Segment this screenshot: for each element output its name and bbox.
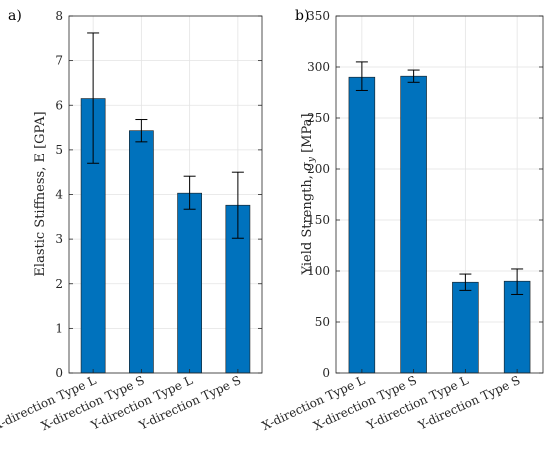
y-tick-label: 0 xyxy=(322,366,330,380)
y-tick-label: 100 xyxy=(307,264,330,278)
panel-b-ylabel-symbol: σ xyxy=(300,161,315,171)
bar-b-1 xyxy=(400,75,427,374)
y-tick-label: 7 xyxy=(55,54,63,68)
panel-b-ylabel-prefix: Yield Strength, xyxy=(300,171,315,275)
panel-a-label: a) xyxy=(8,8,22,24)
bar-a-1 xyxy=(129,130,154,374)
y-tick-label: 300 xyxy=(307,60,330,74)
y-tick-label: 250 xyxy=(307,111,330,125)
panel-b-ylabel: Yield Strength, σy [MPa] xyxy=(300,114,317,276)
bar-b-3 xyxy=(503,280,531,374)
y-tick-label: 350 xyxy=(307,9,330,23)
y-tick-label: 200 xyxy=(307,162,330,176)
axes-box xyxy=(335,15,544,374)
panel-b-label: b) xyxy=(295,8,309,24)
bar-a-2 xyxy=(177,192,202,374)
panel-a-ylabel: Elastic Stiffness, E [GPA] xyxy=(33,111,48,276)
y-tick-label: 150 xyxy=(307,213,330,227)
panel-b-ylabel-sub: y xyxy=(307,156,317,163)
panel-b-ylabel-unit: [MPa] xyxy=(300,114,315,158)
y-tick-label: 1 xyxy=(55,321,63,335)
y-tick-label: 4 xyxy=(55,188,63,202)
y-tick-label: 8 xyxy=(55,9,63,23)
bar-b-0 xyxy=(348,76,376,374)
y-tick-label: 6 xyxy=(55,98,63,112)
y-tick-label: 3 xyxy=(55,232,63,246)
y-tick-label: 5 xyxy=(55,143,63,157)
y-tick-label: 50 xyxy=(315,315,330,329)
bar-b-2 xyxy=(452,281,479,374)
y-tick-label: 0 xyxy=(55,366,63,380)
y-tick-label: 2 xyxy=(55,277,63,291)
